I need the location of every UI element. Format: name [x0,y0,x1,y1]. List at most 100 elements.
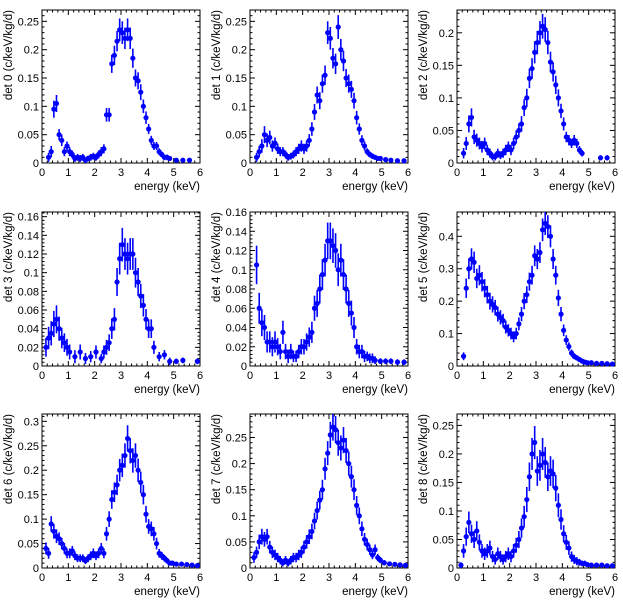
y-tick-label: 0 [33,158,39,170]
data-point [487,545,493,551]
data-point [359,348,365,355]
data-point [275,344,281,350]
y-tick-label: 0.25 [18,16,39,28]
y-axis-title: det 1 (c/keV/kg/d) [211,10,223,100]
data-point [311,305,318,311]
panel-det-0: 0 1 2 3 4 5 6 0 0.05 0.1 0.15 0.2 0.25 energy (keV) de… [3,9,203,193]
data-point [143,115,149,121]
data-point [114,482,120,488]
x-tick-label: 0 [247,370,253,382]
data-point [114,279,120,285]
data-point [43,545,49,552]
data-point [563,539,569,545]
data-point [288,348,294,355]
data-point [458,562,464,568]
data-point [106,516,112,522]
data-point [301,344,307,350]
data-point [261,132,268,138]
x-tick-label: 4 [352,167,358,179]
x-tick-label: 3 [118,370,124,382]
y-tick-label: 0.3 [24,416,39,428]
data-point [537,249,543,256]
data-point [471,259,477,265]
data-point [138,479,144,486]
y-tick-label: 0.1 [439,506,454,518]
data-point [593,562,600,568]
data-point [492,305,498,311]
data-point [338,257,344,263]
panel-det-3: 0 1 2 3 4 5 6 0 0.02 0.04 0.06 0.08 0.1 0.12 0.14 0.16 e… [3,211,203,396]
y-tick-label: 0.3 [439,264,454,276]
x-axis-title: energy (keV) [134,384,200,396]
data-point [56,132,62,138]
data-point [161,352,168,358]
data-point [356,126,362,132]
data-point [518,121,525,127]
data-point [59,137,65,143]
data-point [534,256,540,262]
data-point [361,536,368,542]
data-point [558,516,564,523]
data-point [584,360,590,366]
data-point [609,361,615,367]
x-tick-label: 6 [405,572,411,584]
data-point [314,92,320,98]
data-point [555,502,561,508]
data-point [82,355,89,362]
y-tick-label: 0.2 [24,465,39,477]
data-point [597,155,604,161]
y-tick-label: 0.05 [433,534,454,546]
data-point [513,542,519,548]
data-point [184,561,190,568]
data-point [267,544,273,550]
data-point [386,561,393,567]
data-point [537,462,543,468]
data-point [256,539,262,545]
data-point [180,157,186,163]
data-point [394,158,401,164]
y-tick-label: 0.25 [18,441,39,453]
data-point [127,448,133,454]
data-point [269,344,275,350]
data-point [173,157,179,163]
data-point [56,326,62,332]
x-tick-label: 2 [300,167,306,179]
data-point [306,334,312,340]
x-tick-label: 4 [559,572,565,584]
data-point [109,326,115,332]
data-point [516,536,522,543]
data-point [298,549,304,555]
x-tick-label: 3 [326,572,332,584]
data-point [372,547,378,553]
y-tick-label: 0 [33,361,39,373]
y-axis-title: det 3 (c/keV/kg/d) [3,212,15,302]
data-point [468,531,475,537]
data-point [282,348,289,355]
x-tick-label: 3 [326,167,332,179]
x-tick-label: 4 [144,370,150,382]
data-point [264,534,270,540]
data-point [267,339,273,345]
data-point [140,103,146,109]
data-point [194,562,200,569]
x-axis-title: energy (keV) [342,586,408,598]
data-point [463,285,469,291]
data-point [545,39,551,46]
data-point [332,61,339,67]
data-point [111,52,118,58]
x-tick-label: 1 [273,572,279,584]
data-point [53,100,60,107]
y-tick-label: 0.15 [226,485,247,497]
data-point [377,557,383,563]
x-tick-label: 5 [379,572,385,584]
x-axis-title: energy (keV) [342,181,408,193]
y-tick-label: 0 [33,563,39,575]
data-point [327,238,333,244]
data-point [550,471,556,477]
data-point [111,489,118,495]
data-point [463,534,469,540]
data-point [98,355,104,362]
panel-det-8: 0 1 2 3 4 5 6 0 0.05 0.1 0.15 0.2 0.25 energy (keV) de… [418,413,618,598]
data-point [173,561,179,567]
data-point [524,95,530,101]
